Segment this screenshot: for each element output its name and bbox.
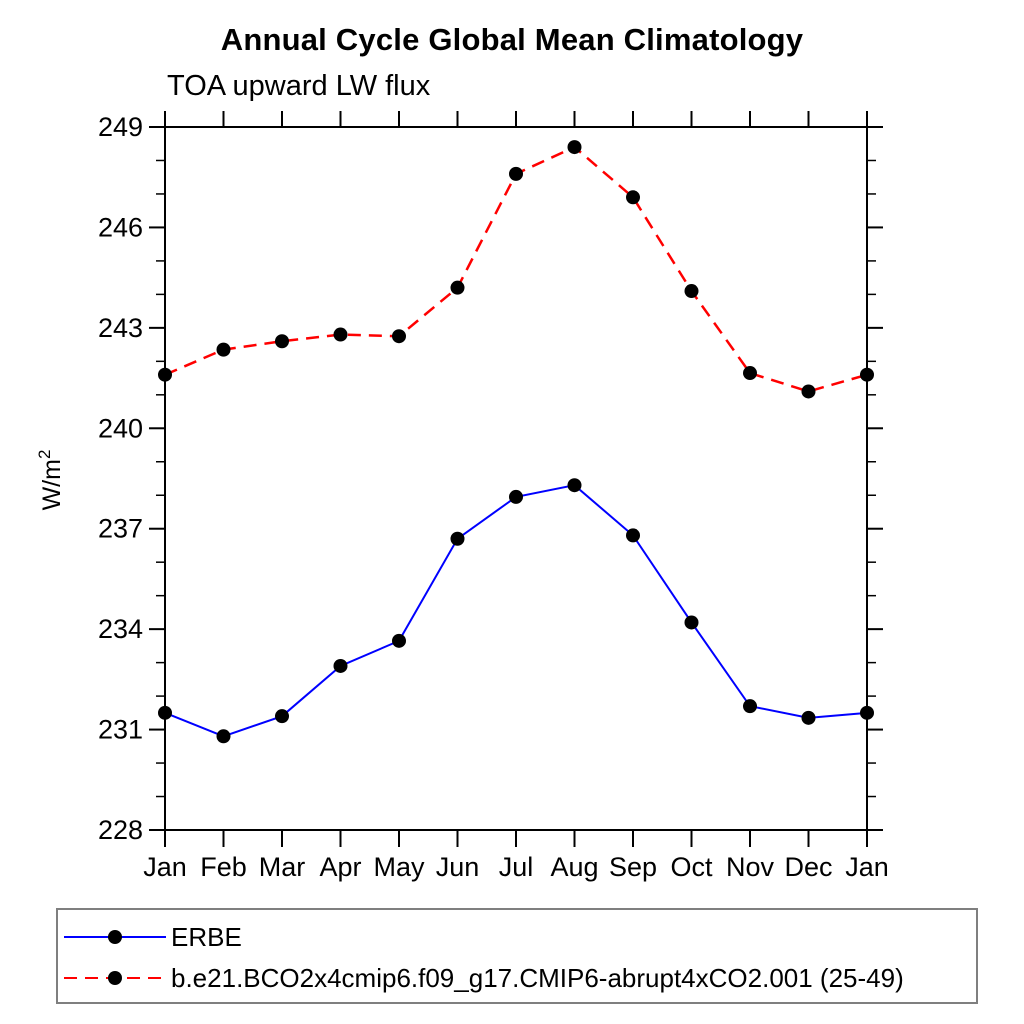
x-tick-label: Mar [259,852,306,882]
y-tick-label: 228 [98,815,143,845]
legend-label-erbe: ERBE [171,921,242,952]
x-tick-label: Jul [499,852,534,882]
data-point-marker [801,710,816,725]
legend-line-sample-dashed [64,971,166,985]
data-point-marker [860,367,874,382]
data-point-marker [333,658,348,673]
data-point-marker [450,280,465,295]
data-point-marker [860,705,874,720]
data-point-marker [626,528,640,543]
chart-subtitle: TOA upward LW flux [167,70,431,102]
data-point-marker [743,366,757,381]
data-point-marker [450,531,465,546]
data-point-marker [216,342,231,357]
data-point-marker [743,699,757,714]
x-tick-label: Sep [609,852,657,882]
x-tick-label: Apr [319,852,361,882]
x-tick-label: Dec [784,852,832,882]
data-point-marker [567,140,582,155]
data-point-marker [275,709,289,724]
series-line-erbe [164,484,868,738]
y-tick-label: 249 [98,112,143,142]
legend-entry-model: b.e21.BCO2x4cmip6.f09_g17.CMIP6-abrupt4x… [62,963,904,993]
legend-line-sample-solid [64,930,166,944]
series-line-model [164,145,868,393]
data-point-marker [392,329,406,344]
legend-label-model: b.e21.BCO2x4cmip6.f09_g17.CMIP6-abrupt4x… [171,962,904,993]
y-tick-label: 237 [98,514,143,544]
legend-entry-erbe: ERBE [62,922,242,952]
data-point-marker [509,489,523,504]
y-tick-label: 240 [98,413,143,443]
x-tick-label: Aug [550,852,598,882]
data-point-marker [333,327,348,342]
y-tick-label: 231 [98,715,143,745]
data-point-marker [801,384,816,399]
x-tick-label: Feb [200,852,247,882]
data-point-marker [567,478,582,493]
data-point-marker [684,284,699,299]
data-point-marker [684,615,699,630]
y-tick-label: 246 [98,212,143,242]
data-point-marker [216,729,231,744]
chart-title: Annual Cycle Global Mean Climatology [220,22,804,57]
data-point-marker [626,190,640,205]
x-tick-label: Jun [436,852,480,882]
y-tick-label: 234 [98,614,143,644]
data-point-marker [158,367,172,382]
x-tick-label: May [373,852,425,882]
data-point-marker [275,334,289,349]
x-tick-label: Oct [670,852,713,882]
data-point-marker [158,705,172,720]
legend: ERBE b.e21.BCO2x4cmip6.f09_g17.CMIP6-abr… [56,908,978,1004]
x-tick-label: Jan [845,852,889,882]
data-point-marker [392,633,406,648]
x-tick-label: Jan [143,852,187,882]
x-tick-label: Nov [726,852,775,882]
y-tick-label: 243 [98,313,143,343]
plot-frame [164,126,868,831]
y-axis-title: W/m2 [35,450,66,511]
data-point-marker [509,166,523,181]
